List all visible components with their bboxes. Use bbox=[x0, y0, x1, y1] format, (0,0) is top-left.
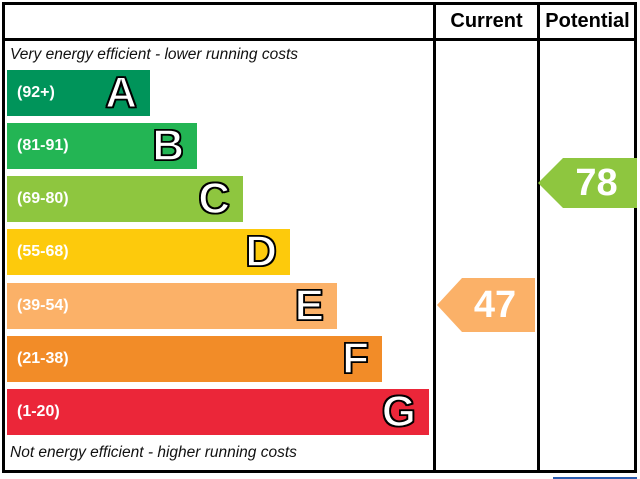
band-d-range-label: (55-68) bbox=[17, 243, 69, 260]
band-a-range-label: (92+) bbox=[17, 84, 55, 101]
band-f: (21-38) F bbox=[7, 334, 382, 383]
band-a-letter: A bbox=[104, 68, 137, 117]
potential-column-divider bbox=[537, 2, 540, 473]
band-b-letter: B bbox=[151, 121, 184, 170]
band-f-letter: F bbox=[341, 334, 369, 383]
current-score-value: 47 bbox=[473, 283, 517, 326]
band-d: (55-68) D bbox=[7, 227, 290, 276]
band-g-letter: G bbox=[381, 387, 417, 436]
table-outer-border bbox=[2, 2, 637, 473]
potential-column-header: Potential bbox=[545, 10, 630, 32]
band-e: (39-54) E bbox=[7, 281, 337, 330]
band-g: (1-20) G bbox=[7, 387, 429, 436]
header-separator-line bbox=[2, 38, 637, 41]
potential-score-value: 78 bbox=[575, 161, 618, 204]
band-f-range-label: (21-38) bbox=[17, 350, 69, 367]
top-caption: Very energy efficient - lower running co… bbox=[10, 46, 299, 63]
clipped-blue-strip bbox=[553, 477, 637, 479]
current-column-divider bbox=[433, 2, 436, 473]
band-c: (69-80) C bbox=[7, 174, 243, 223]
bottom-caption: Not energy efficient - higher running co… bbox=[10, 444, 297, 461]
potential-score-arrow: 78 bbox=[538, 158, 637, 208]
band-b-range-label: (81-91) bbox=[17, 137, 69, 154]
band-a: (92+) A bbox=[7, 68, 150, 117]
band-c-letter: C bbox=[197, 174, 230, 223]
band-e-range-label: (39-54) bbox=[17, 297, 69, 314]
band-g-range-label: (1-20) bbox=[17, 403, 60, 420]
band-b: (81-91) B bbox=[7, 121, 197, 170]
band-e-letter: E bbox=[294, 281, 325, 330]
current-column-header: Current bbox=[450, 10, 523, 32]
band-d-letter: D bbox=[244, 227, 277, 276]
band-c-range-label: (69-80) bbox=[17, 190, 69, 207]
